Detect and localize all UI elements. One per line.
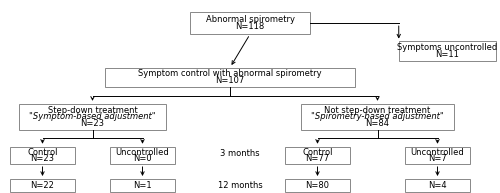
FancyBboxPatch shape	[10, 179, 75, 192]
Text: N=11: N=11	[436, 50, 460, 59]
Text: N=107: N=107	[216, 76, 244, 85]
FancyBboxPatch shape	[399, 41, 496, 61]
FancyBboxPatch shape	[110, 147, 175, 164]
Text: Uncontrolled: Uncontrolled	[116, 148, 170, 157]
Text: 12 months: 12 months	[218, 181, 262, 190]
Text: N=22: N=22	[30, 181, 54, 190]
FancyBboxPatch shape	[190, 12, 310, 34]
FancyBboxPatch shape	[301, 104, 454, 130]
Text: "Symptom-based adjustment": "Symptom-based adjustment"	[29, 112, 156, 121]
Text: Abnormal spirometry: Abnormal spirometry	[206, 15, 294, 24]
Text: N=7: N=7	[428, 154, 447, 163]
FancyBboxPatch shape	[105, 68, 355, 87]
Text: N=77: N=77	[306, 154, 330, 163]
Text: N=1: N=1	[133, 181, 152, 190]
FancyBboxPatch shape	[285, 179, 350, 192]
FancyBboxPatch shape	[405, 147, 470, 164]
Text: N=23: N=23	[80, 119, 104, 128]
Text: Step-down treatment: Step-down treatment	[48, 106, 138, 115]
Text: 3 months: 3 months	[220, 149, 260, 158]
Text: Symptoms uncontrolled: Symptoms uncontrolled	[398, 43, 498, 52]
Text: Control: Control	[302, 148, 333, 157]
FancyBboxPatch shape	[10, 147, 75, 164]
FancyBboxPatch shape	[405, 179, 470, 192]
Text: Control: Control	[27, 148, 58, 157]
Text: N=80: N=80	[306, 181, 330, 190]
Text: Not step-down treatment: Not step-down treatment	[324, 106, 430, 115]
Text: N=4: N=4	[428, 181, 447, 190]
Text: N=84: N=84	[366, 119, 390, 128]
Text: Symptom control with abnormal spirometry: Symptom control with abnormal spirometry	[138, 69, 322, 79]
FancyBboxPatch shape	[285, 147, 350, 164]
Text: N=0: N=0	[133, 154, 152, 163]
FancyBboxPatch shape	[19, 104, 166, 130]
Text: N=23: N=23	[30, 154, 54, 163]
Text: N=118: N=118	[236, 22, 264, 31]
Text: "Spirometry-based adjustment": "Spirometry-based adjustment"	[311, 112, 444, 121]
FancyBboxPatch shape	[110, 179, 175, 192]
Text: Uncontrolled: Uncontrolled	[410, 148, 465, 157]
